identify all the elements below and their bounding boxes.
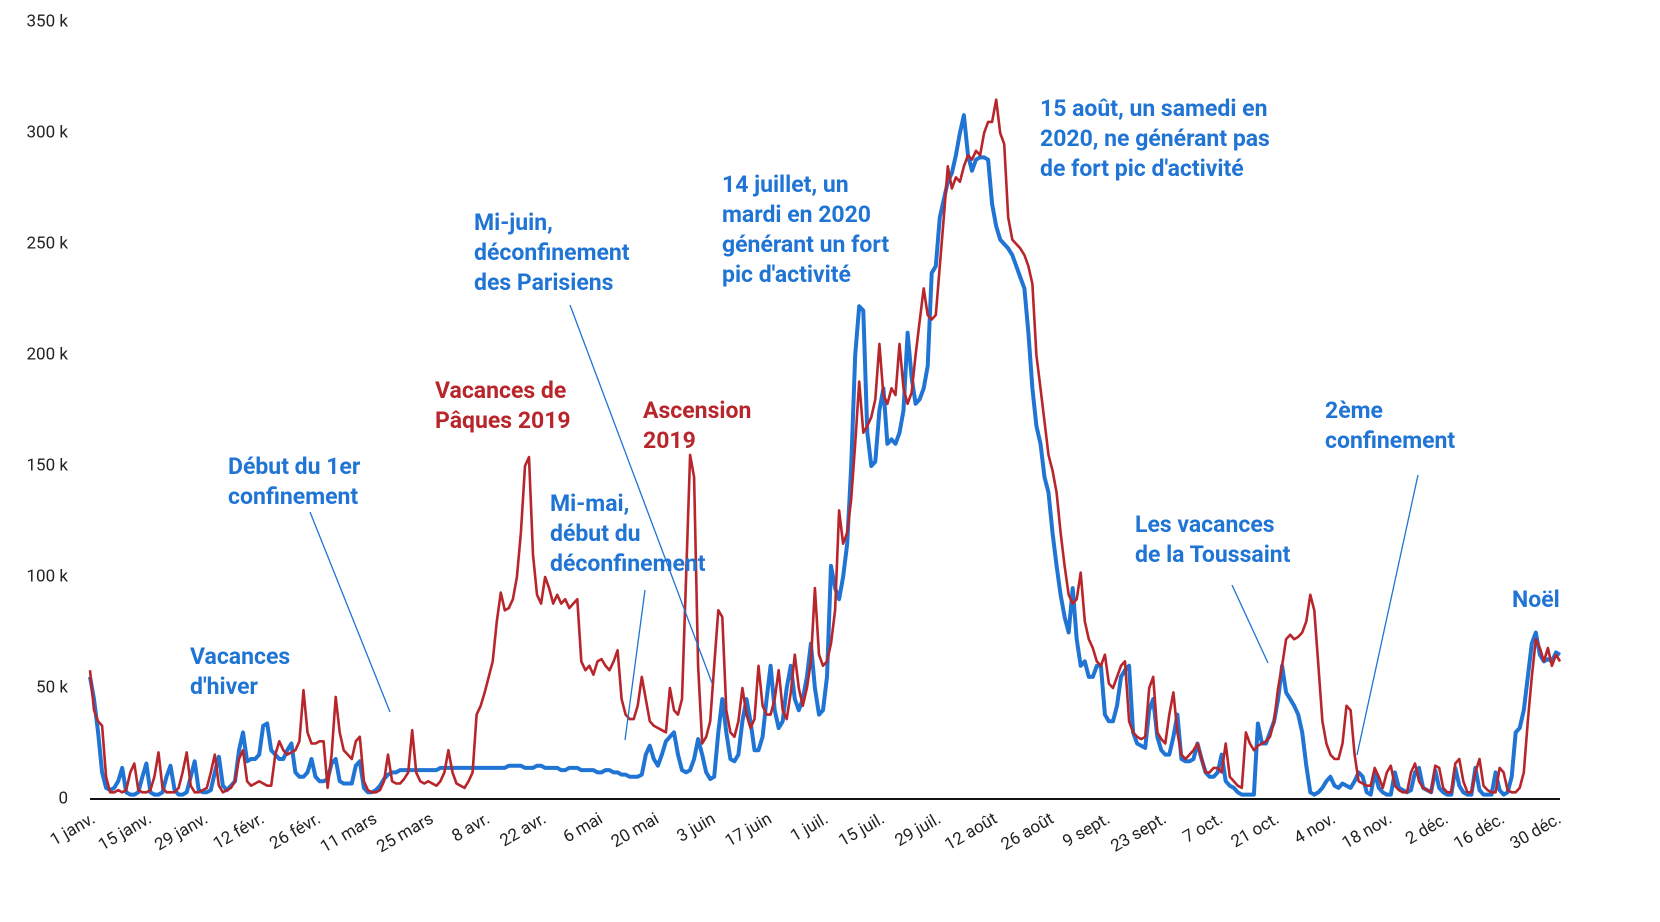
- x-tick-label: 1 juil.: [787, 809, 832, 846]
- annotation: mardi en 2020: [722, 201, 871, 228]
- x-tick-label: 7 oct.: [1180, 809, 1227, 848]
- y-tick-label: 350 k: [27, 11, 69, 31]
- x-tick-label: 6 mai: [560, 809, 606, 847]
- annotation: Pâques 2019: [435, 407, 571, 434]
- x-tick-label: 9 sept.: [1059, 809, 1113, 852]
- annotation: 15 août, un samedi en: [1040, 95, 1267, 122]
- annotation: Mi-mai,: [550, 490, 629, 517]
- y-tick-label: 250 k: [27, 233, 69, 253]
- annotation: début du: [550, 520, 641, 547]
- y-tick-label: 150 k: [27, 455, 69, 475]
- x-tick-label: 26 août: [998, 809, 1058, 855]
- x-tick-label: 16 déc.: [1450, 809, 1508, 854]
- x-tick-label: 3 juin: [674, 809, 719, 847]
- x-tick-label: 17 juin: [722, 809, 776, 851]
- annotation: d'hiver: [190, 673, 259, 700]
- y-tick-label: 0: [58, 788, 68, 808]
- line-series: [88, 98, 1562, 794]
- annotation: des Parisiens: [474, 269, 613, 296]
- x-tick-label: 4 nov.: [1291, 809, 1340, 849]
- annotation: déconfinement: [550, 550, 706, 577]
- y-tick-label: 50 k: [36, 677, 68, 697]
- x-tick-label: 29 janv.: [151, 809, 211, 855]
- line-series: [88, 113, 1561, 797]
- annotation: de fort pic d'activité: [1040, 155, 1244, 182]
- annotation-leader: [309, 511, 391, 713]
- x-tick-label: 12 févr.: [210, 809, 268, 854]
- annotation: 14 juillet, un: [722, 171, 849, 198]
- y-tick-label: 100 k: [27, 566, 69, 586]
- x-tick-label: 30 déc.: [1507, 809, 1565, 854]
- annotation: Vacances de: [435, 377, 566, 404]
- x-tick-label: 2 déc.: [1402, 809, 1452, 849]
- x-tick-label: 8 avr.: [448, 809, 493, 847]
- annotation: déconfinement: [474, 239, 630, 266]
- x-tick-label: 26 févr.: [266, 809, 324, 854]
- x-tick-label: 22 avr.: [497, 809, 550, 851]
- x-tick-label: 12 août: [941, 809, 1001, 855]
- annotation-leader: [569, 304, 713, 684]
- x-tick-label: 15 janv.: [95, 809, 155, 855]
- annotation: Noël: [1512, 586, 1560, 613]
- annotation: confinement: [228, 483, 358, 510]
- annotation-leader: [1356, 474, 1419, 756]
- y-tick-label: 300 k: [27, 122, 69, 142]
- annotation: pic d'activité: [722, 261, 851, 288]
- annotation: 2019: [643, 427, 696, 454]
- annotation: Les vacances: [1135, 511, 1275, 538]
- x-tick-label: 25 mars: [373, 809, 437, 857]
- x-tick-label: 20 mai: [608, 809, 663, 852]
- annotation-leader: [1231, 584, 1269, 664]
- y-tick-label: 200 k: [27, 344, 69, 364]
- annotation: 2ème: [1325, 397, 1383, 424]
- annotation: Ascension: [643, 397, 751, 424]
- annotation-leader: [624, 589, 646, 741]
- annotation: Début du 1er: [228, 453, 361, 480]
- x-tick-label: 23 sept.: [1107, 809, 1170, 857]
- x-tick-label: 21 oct.: [1228, 809, 1283, 852]
- x-tick-label: 18 nov.: [1339, 809, 1396, 853]
- x-tick-label: 1 janv.: [47, 809, 99, 850]
- x-tick-label: 15 juil.: [835, 809, 888, 851]
- annotation: confinement: [1325, 427, 1455, 454]
- annotation: Mi-juin,: [474, 209, 553, 236]
- annotation: de la Toussaint: [1135, 541, 1291, 568]
- annotation: générant un fort: [722, 231, 889, 258]
- x-tick-label: 29 juil.: [892, 809, 945, 851]
- x-tick-label: 11 mars: [317, 809, 381, 857]
- annotation: Vacances: [190, 643, 290, 670]
- annotation: 2020, ne générant pas: [1040, 125, 1270, 152]
